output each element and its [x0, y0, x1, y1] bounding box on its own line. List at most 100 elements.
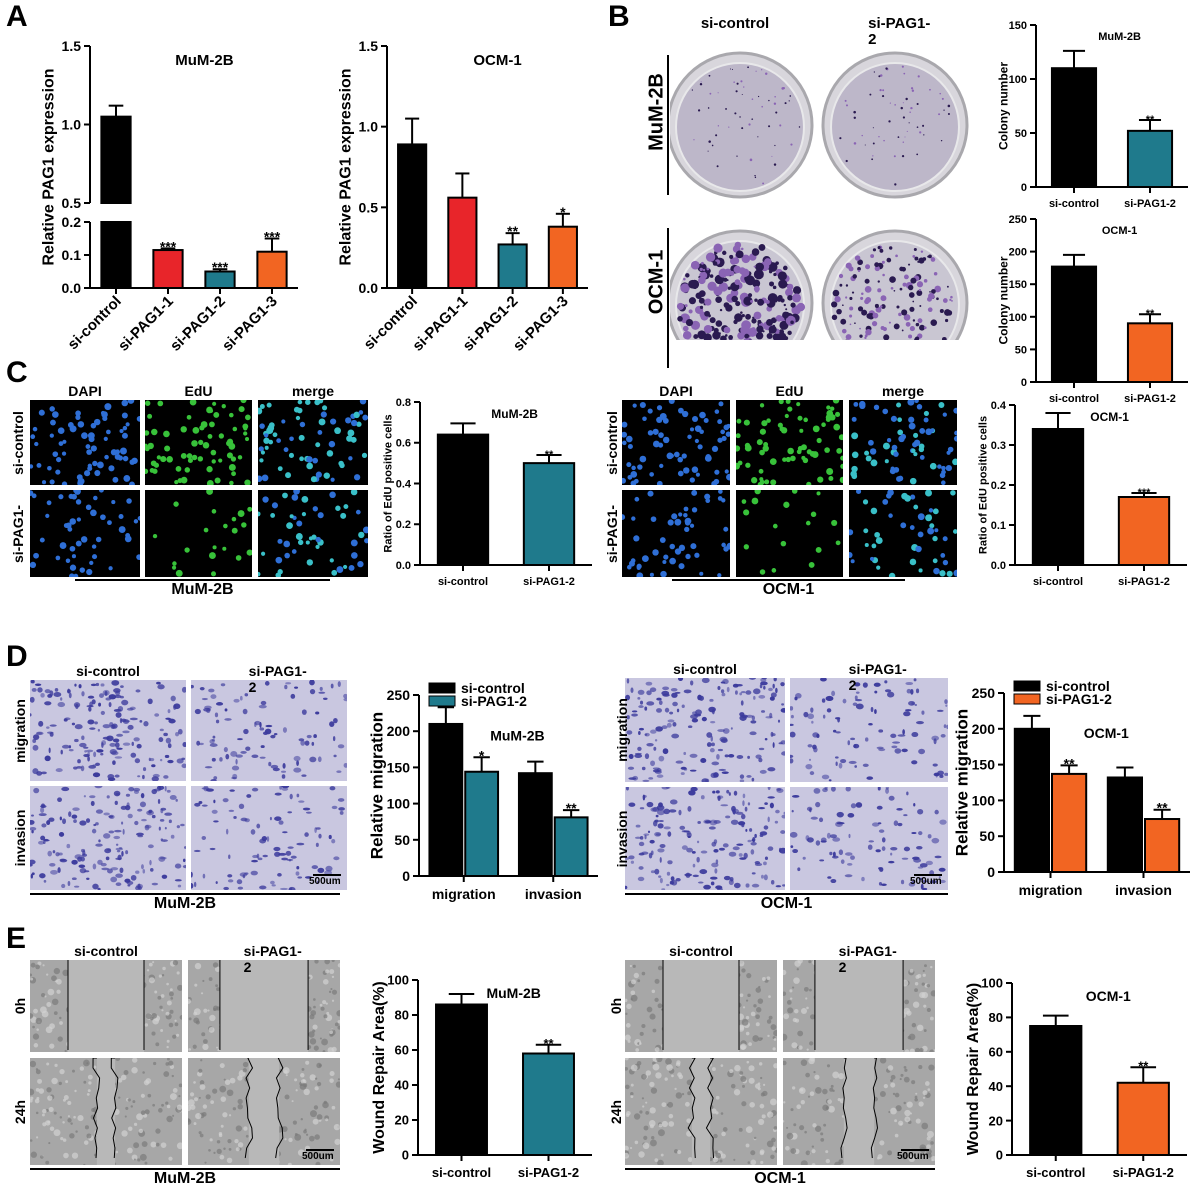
wound-micrograph — [188, 960, 340, 1052]
y-tick-label: 20 — [989, 1113, 1003, 1128]
y-tick-label: 50 — [1015, 128, 1027, 140]
bar — [1144, 818, 1181, 873]
bar — [547, 225, 578, 289]
y-tick-label: 80 — [989, 1010, 1003, 1025]
column-header: EdU — [775, 383, 804, 399]
panel-label-c: C — [6, 356, 28, 389]
bar — [428, 722, 464, 878]
y-axis-label: Relative migration — [953, 709, 972, 856]
x-tick-label: si-control — [1049, 198, 1099, 210]
x-tick-label: migration — [432, 886, 496, 902]
bar — [447, 196, 478, 289]
y-tick-label: 100 — [981, 976, 1003, 991]
transwell-micrograph — [625, 678, 785, 782]
y-tick-label: 100 — [387, 796, 411, 812]
x-tick-label: si-PAG1-2 — [1124, 393, 1176, 405]
x-tick-label: migration — [1019, 882, 1083, 898]
legend-swatch — [428, 695, 456, 707]
bar — [152, 249, 184, 290]
bar — [1013, 727, 1050, 873]
bar-chart-b: 0 50 100 150 200 250 Colony number OCM-1 si-cont… — [996, 214, 1188, 405]
divider — [30, 893, 340, 895]
x-tick-label: si-PAG1-2 — [523, 576, 575, 588]
edu-micrograph — [622, 490, 730, 577]
x-tick-label: si-PAG1-2 — [167, 293, 229, 355]
y-tick-label: 50 — [394, 832, 410, 848]
y-axis-label: Ratio of EdU positive cells — [977, 416, 989, 554]
row-label: invasion — [614, 810, 630, 867]
bar — [522, 462, 576, 566]
bar — [1117, 496, 1171, 566]
row-label: 24h — [608, 1099, 624, 1124]
transwell-micrograph — [625, 787, 785, 890]
y-tick-label: 0.6 — [396, 438, 411, 450]
bar — [436, 433, 490, 566]
y-tick-label: 60 — [395, 1043, 409, 1058]
bar — [100, 221, 132, 289]
group-caption: MuM-2B — [171, 581, 234, 598]
y-tick-label: 0.8 — [396, 397, 411, 409]
x-tick-label: si-PAG1-3 — [219, 293, 281, 355]
significance-mark: *** — [160, 238, 177, 254]
y-tick-label: 200 — [1009, 247, 1027, 259]
scale-bar — [313, 874, 341, 876]
y-tick-label: 0.0 — [991, 560, 1006, 572]
significance-mark: ** — [1138, 1058, 1149, 1073]
divider — [30, 1168, 340, 1170]
divider — [672, 579, 905, 581]
y-tick-label: 1.5 — [359, 38, 379, 54]
panel-label-a: A — [6, 0, 28, 33]
significance-mark: * — [479, 747, 485, 763]
wound-micrograph — [625, 1058, 777, 1165]
group-caption: MuM-2B — [153, 1170, 217, 1187]
y-tick-label: 150 — [387, 759, 411, 775]
significance-mark: ** — [543, 1036, 554, 1051]
y-tick-label: 0 — [1021, 377, 1027, 389]
legend-label: si-control — [1046, 678, 1110, 694]
significance-mark: ** — [566, 800, 577, 816]
column-header: DAPI — [659, 383, 693, 399]
y-tick-label: 250 — [1009, 214, 1027, 226]
x-tick-label: si-control — [1049, 393, 1099, 405]
y-axis-label: Colony number — [996, 62, 1010, 150]
group-caption: OCM-1 — [760, 895, 813, 912]
bar — [1051, 772, 1088, 874]
bar — [464, 770, 500, 878]
edu-micrograph — [736, 490, 843, 577]
transwell-micrograph — [30, 786, 186, 890]
panel-label-b: B — [608, 0, 630, 33]
row-label: 0h — [608, 997, 624, 1015]
y-tick-label: 0.2 — [991, 480, 1006, 492]
significance-mark: ** — [545, 449, 554, 461]
transwell-micrograph — [790, 678, 948, 782]
y-tick-label: 1.0 — [62, 117, 82, 133]
group-caption: MuM-2B — [153, 895, 217, 912]
colony-plate — [670, 51, 814, 199]
y-tick-label: 100 — [387, 973, 409, 988]
y-tick-label: 0.1 — [991, 520, 1006, 532]
column-header: si-control — [669, 943, 733, 959]
transwell-micrograph — [191, 786, 347, 890]
y-tick-label: 0 — [1021, 182, 1027, 194]
y-tick-label: 80 — [395, 1008, 409, 1023]
b-col-header-sipag1: si-PAG1- 2 — [868, 15, 931, 48]
significance-mark: * — [560, 204, 566, 220]
scale-bar-label: 500um — [302, 1151, 334, 1162]
scale-bar — [914, 874, 942, 876]
bar — [1126, 322, 1174, 384]
divider — [667, 55, 669, 195]
significance-mark: ** — [1146, 114, 1155, 126]
y-tick-label: 100 — [1009, 74, 1027, 86]
y-tick-label: 0 — [987, 864, 995, 880]
colony-plate — [821, 229, 969, 340]
bar — [1029, 1025, 1083, 1156]
chart-title: OCM-1 — [1084, 725, 1129, 741]
divider — [625, 1168, 935, 1170]
divider — [625, 893, 948, 895]
column-header: si-control — [74, 943, 138, 959]
chart-title: MuM-2B — [175, 52, 233, 69]
row-label: invasion — [12, 809, 28, 867]
y-tick-label: 250 — [972, 685, 996, 701]
